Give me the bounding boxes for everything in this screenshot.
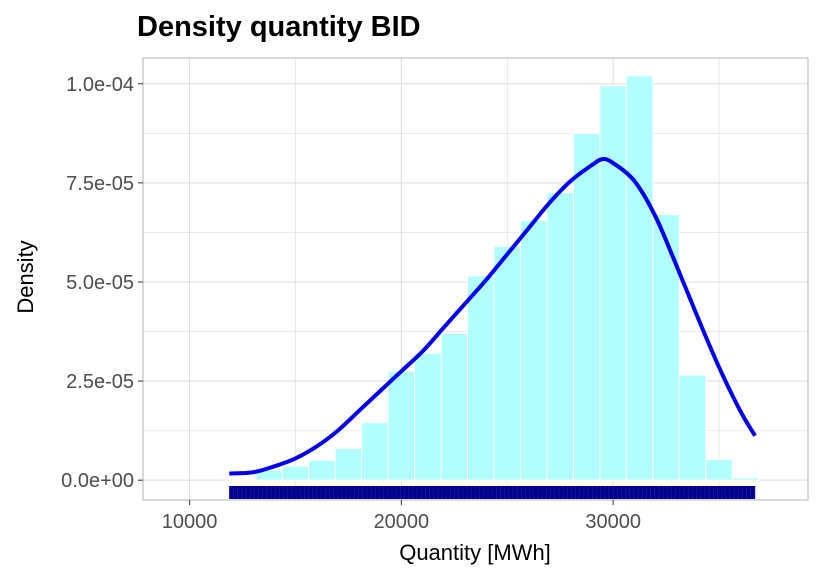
histogram-bar [493, 245, 522, 481]
histogram-bars [228, 75, 760, 481]
histogram-bar [467, 275, 495, 481]
histogram-bar [520, 220, 548, 481]
histogram-bar [731, 477, 760, 481]
histogram-bar [625, 75, 654, 481]
histogram-bar [652, 214, 680, 481]
y-tick-label: 2.5e-05 [66, 371, 134, 393]
y-tick-label: 7.5e-05 [66, 173, 134, 195]
y-axis-ticks: 0.0e+00 2.5e-05 5.0e-05 7.5e-05 1.0e-04 [61, 74, 143, 492]
y-tick-label: 1.0e-04 [66, 74, 134, 96]
histogram-bar [599, 85, 627, 481]
histogram-bar [387, 370, 416, 481]
histogram-bar [308, 459, 336, 481]
histogram-bar [361, 422, 389, 481]
y-axis-label: Density [13, 240, 38, 313]
x-axis-label: Quantity [MWh] [399, 540, 551, 565]
histogram-bar [678, 374, 707, 481]
density-curve [229, 157, 757, 476]
chart-title: Density quantity BID [137, 11, 421, 43]
histogram-bar [546, 192, 574, 481]
histogram-bar [414, 352, 442, 481]
x-tick-label: 10000 [162, 511, 218, 533]
x-tick-label: 20000 [374, 511, 430, 533]
histogram-bar [334, 447, 363, 481]
histogram-bar [228, 478, 257, 481]
y-tick-label: 5.0e-05 [66, 272, 134, 294]
y-tick-label: 0.0e+00 [61, 470, 134, 492]
histogram-bar [572, 132, 601, 481]
histogram-bar [440, 333, 469, 481]
x-tick-label: 30000 [585, 511, 641, 533]
histogram-bar [705, 459, 733, 481]
x-axis-ticks: 10000 20000 30000 [162, 500, 641, 533]
histogram-bar [281, 465, 310, 481]
panel-border [142, 57, 809, 501]
rug-marks [229, 486, 756, 499]
